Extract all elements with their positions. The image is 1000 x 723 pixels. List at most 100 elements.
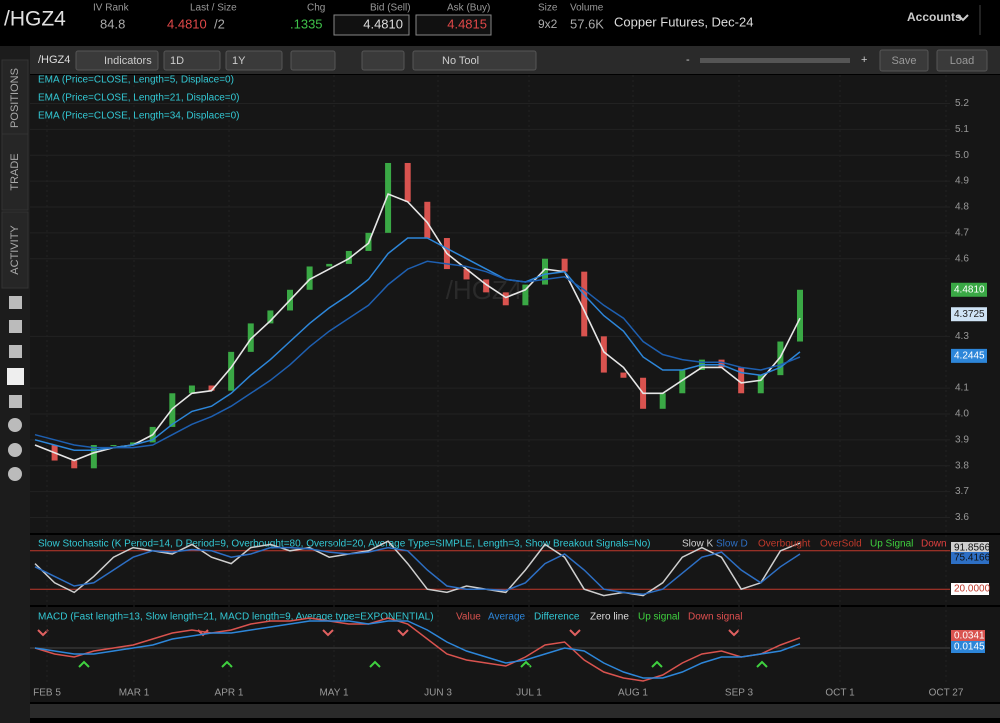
- value: .1335: [290, 16, 323, 31]
- tab[interactable]: [1, 133, 29, 211]
- select-label: No Tool: [442, 55, 479, 67]
- candle: [228, 351, 235, 391]
- y-tick-label: 4.1: [955, 383, 969, 394]
- candle: [188, 385, 195, 394]
- candle: [561, 258, 568, 272]
- zoom-in[interactable]: +: [861, 54, 867, 66]
- series-line: [34, 540, 801, 597]
- icon[interactable]: [7, 368, 24, 385]
- price-tag-label: 91.8566: [954, 543, 991, 554]
- candle: [797, 289, 803, 342]
- candle: [502, 292, 509, 306]
- y-tick-label: 4.8: [955, 202, 969, 213]
- y-tick-label: 5.0: [955, 150, 969, 161]
- candle: [600, 336, 607, 373]
- price-tag: [951, 552, 989, 564]
- zoom-out[interactable]: -: [686, 54, 690, 66]
- series-line: [34, 617, 801, 682]
- load-button[interactable]: [936, 49, 988, 72]
- price-panel: [30, 75, 1000, 533]
- price-tag-label: 4.4810: [954, 284, 985, 295]
- price-tag-label: 4.3725: [954, 309, 985, 320]
- icon[interactable]: [9, 296, 22, 309]
- value: /2: [214, 16, 225, 31]
- legend-entry: Down signal: [688, 612, 742, 623]
- value: 4.4810: [363, 16, 403, 31]
- macd-panel: [30, 607, 1000, 684]
- label: IV Rank: [93, 3, 130, 14]
- price-tag: [951, 583, 989, 595]
- legend-entry: Slow K: [682, 539, 713, 550]
- value: 9x2: [538, 17, 558, 31]
- label: Chg: [307, 3, 325, 14]
- scrollbar[interactable]: [30, 704, 1000, 718]
- icon[interactable]: [8, 467, 22, 481]
- button-label: Load: [950, 55, 974, 67]
- sidebar-icons: [7, 296, 24, 481]
- y-tick-label: 4.6: [955, 253, 969, 264]
- price-tag-label: 20.0000: [954, 584, 991, 595]
- series-line: [34, 192, 801, 462]
- range-select[interactable]: [225, 50, 283, 71]
- legend-entry: Value: [456, 612, 481, 623]
- series-line: [34, 237, 801, 451]
- candle: [247, 323, 254, 352]
- legend-entry: Zero line: [590, 612, 629, 623]
- x-tick-label: MAY 1: [319, 688, 349, 699]
- candle: [306, 266, 313, 290]
- icon[interactable]: [9, 345, 22, 358]
- legend-entry: Slow D: [716, 539, 748, 550]
- x-tick-label: JUL 1: [516, 688, 542, 699]
- style-select[interactable]: [290, 50, 336, 71]
- x-tick-label: FEB 5: [33, 688, 61, 699]
- indicators-button[interactable]: [75, 50, 159, 71]
- tabs: POSITIONS TRADE ACTIVITY: [1, 59, 29, 289]
- drawing-select[interactable]: [361, 50, 405, 71]
- legend-entry: Up signal: [638, 612, 680, 623]
- legend-entry: Difference: [534, 612, 580, 623]
- tab-label: TRADE: [9, 153, 21, 190]
- label: Last / Size: [190, 3, 237, 14]
- button-label: Save: [891, 55, 916, 67]
- save-button[interactable]: [879, 49, 929, 72]
- bid-box[interactable]: [333, 14, 410, 36]
- x-tick-label: AUG 1: [618, 688, 648, 699]
- candle: [659, 393, 666, 409]
- period-select[interactable]: [163, 50, 221, 71]
- legend-entry: Overbought: [758, 539, 810, 550]
- x-tick-label: APR 1: [215, 688, 244, 699]
- toolbar-symbol: /HGZ4: [38, 54, 70, 66]
- icon[interactable]: [9, 320, 22, 333]
- tab[interactable]: [1, 59, 29, 137]
- x-tick-label: MAR 1: [119, 688, 150, 699]
- price-tag: [951, 630, 985, 642]
- ask-box[interactable]: [415, 14, 492, 36]
- icon[interactable]: [8, 443, 22, 457]
- icon[interactable]: [8, 418, 22, 432]
- x-axis: [30, 684, 1000, 702]
- series-line: [34, 620, 801, 679]
- candle: [542, 258, 548, 285]
- x-tick-label: OCT 27: [929, 688, 964, 699]
- candle: [777, 341, 784, 376]
- candle: [385, 162, 392, 233]
- legend-entry: Down: [921, 539, 947, 550]
- accounts[interactable]: Accounts: [907, 10, 962, 24]
- tab[interactable]: [1, 211, 29, 289]
- description: Copper Futures, Dec-24: [614, 14, 753, 29]
- icon[interactable]: [9, 395, 22, 408]
- legend-entry: EMA (Price=CLOSE, Length=5, Displace=0): [38, 75, 234, 86]
- study-title: MACD (Fast length=13, Slow length=21, MA…: [38, 612, 434, 623]
- y-tick-label: 3.9: [955, 434, 969, 445]
- price-tag-label: 0.0145: [954, 642, 985, 653]
- tool-select[interactable]: [412, 50, 537, 71]
- chevron: [957, 14, 969, 22]
- y-tick-label: 5.2: [955, 98, 969, 109]
- symbol: /HGZ4: [4, 8, 66, 31]
- zoom-slider[interactable]: [700, 58, 850, 63]
- candle: [463, 269, 470, 280]
- legend-entry: OverSold: [820, 539, 862, 550]
- study-title: Slow Stochastic (K Period=14, D Period=9…: [38, 539, 651, 550]
- candle: [71, 460, 78, 469]
